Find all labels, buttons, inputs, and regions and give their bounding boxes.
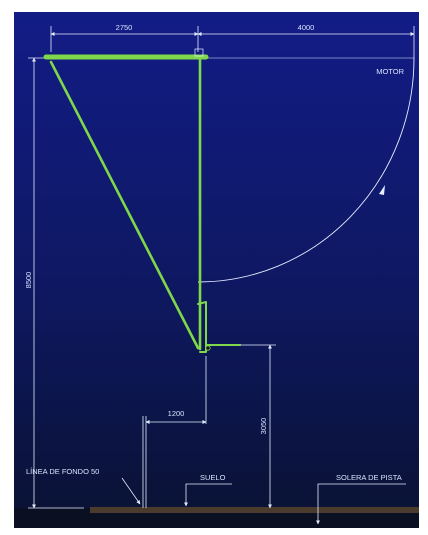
- basket-frame: [43, 54, 241, 353]
- diagonal-brace: [49, 60, 200, 350]
- baseline-leader: [121, 477, 141, 505]
- baseline-label: LÍNEA DE FONDO 50: [26, 467, 99, 476]
- dimension-top-right: 4000: [298, 23, 315, 32]
- motor-label: MOTOR: [376, 67, 404, 76]
- offset-dimension: [142, 356, 207, 508]
- swing-arc: [197, 57, 415, 283]
- basket-structure-diagram: 2750 4000 MOTOR 8500 3050 1200 LÍNEA DE …: [14, 12, 419, 528]
- court-floor-label: SOLERA DE PISTA: [336, 473, 402, 482]
- diagram-panel: 2750 4000 MOTOR 8500 3050 1200 LÍNEA DE …: [14, 12, 419, 528]
- dimension-height-total: 8500: [24, 272, 33, 289]
- floor-leader: [184, 483, 232, 507]
- top-dimensions: [50, 26, 415, 58]
- motor-icon: [194, 48, 204, 57]
- hoop-pivot-icon: [205, 345, 211, 351]
- backboard-support: [197, 301, 207, 353]
- dimension-base-offset: 1200: [168, 409, 185, 418]
- swing-arrow-icon: [379, 185, 385, 195]
- court-floor-slab: [90, 507, 419, 513]
- background: [14, 12, 419, 528]
- court-floor-leader: [316, 483, 406, 525]
- clearance-dimension: [240, 344, 276, 509]
- dimension-top-left: 2750: [116, 23, 133, 32]
- dimension-clearance: 3050: [259, 418, 268, 435]
- floor-label: SUELO: [200, 473, 226, 482]
